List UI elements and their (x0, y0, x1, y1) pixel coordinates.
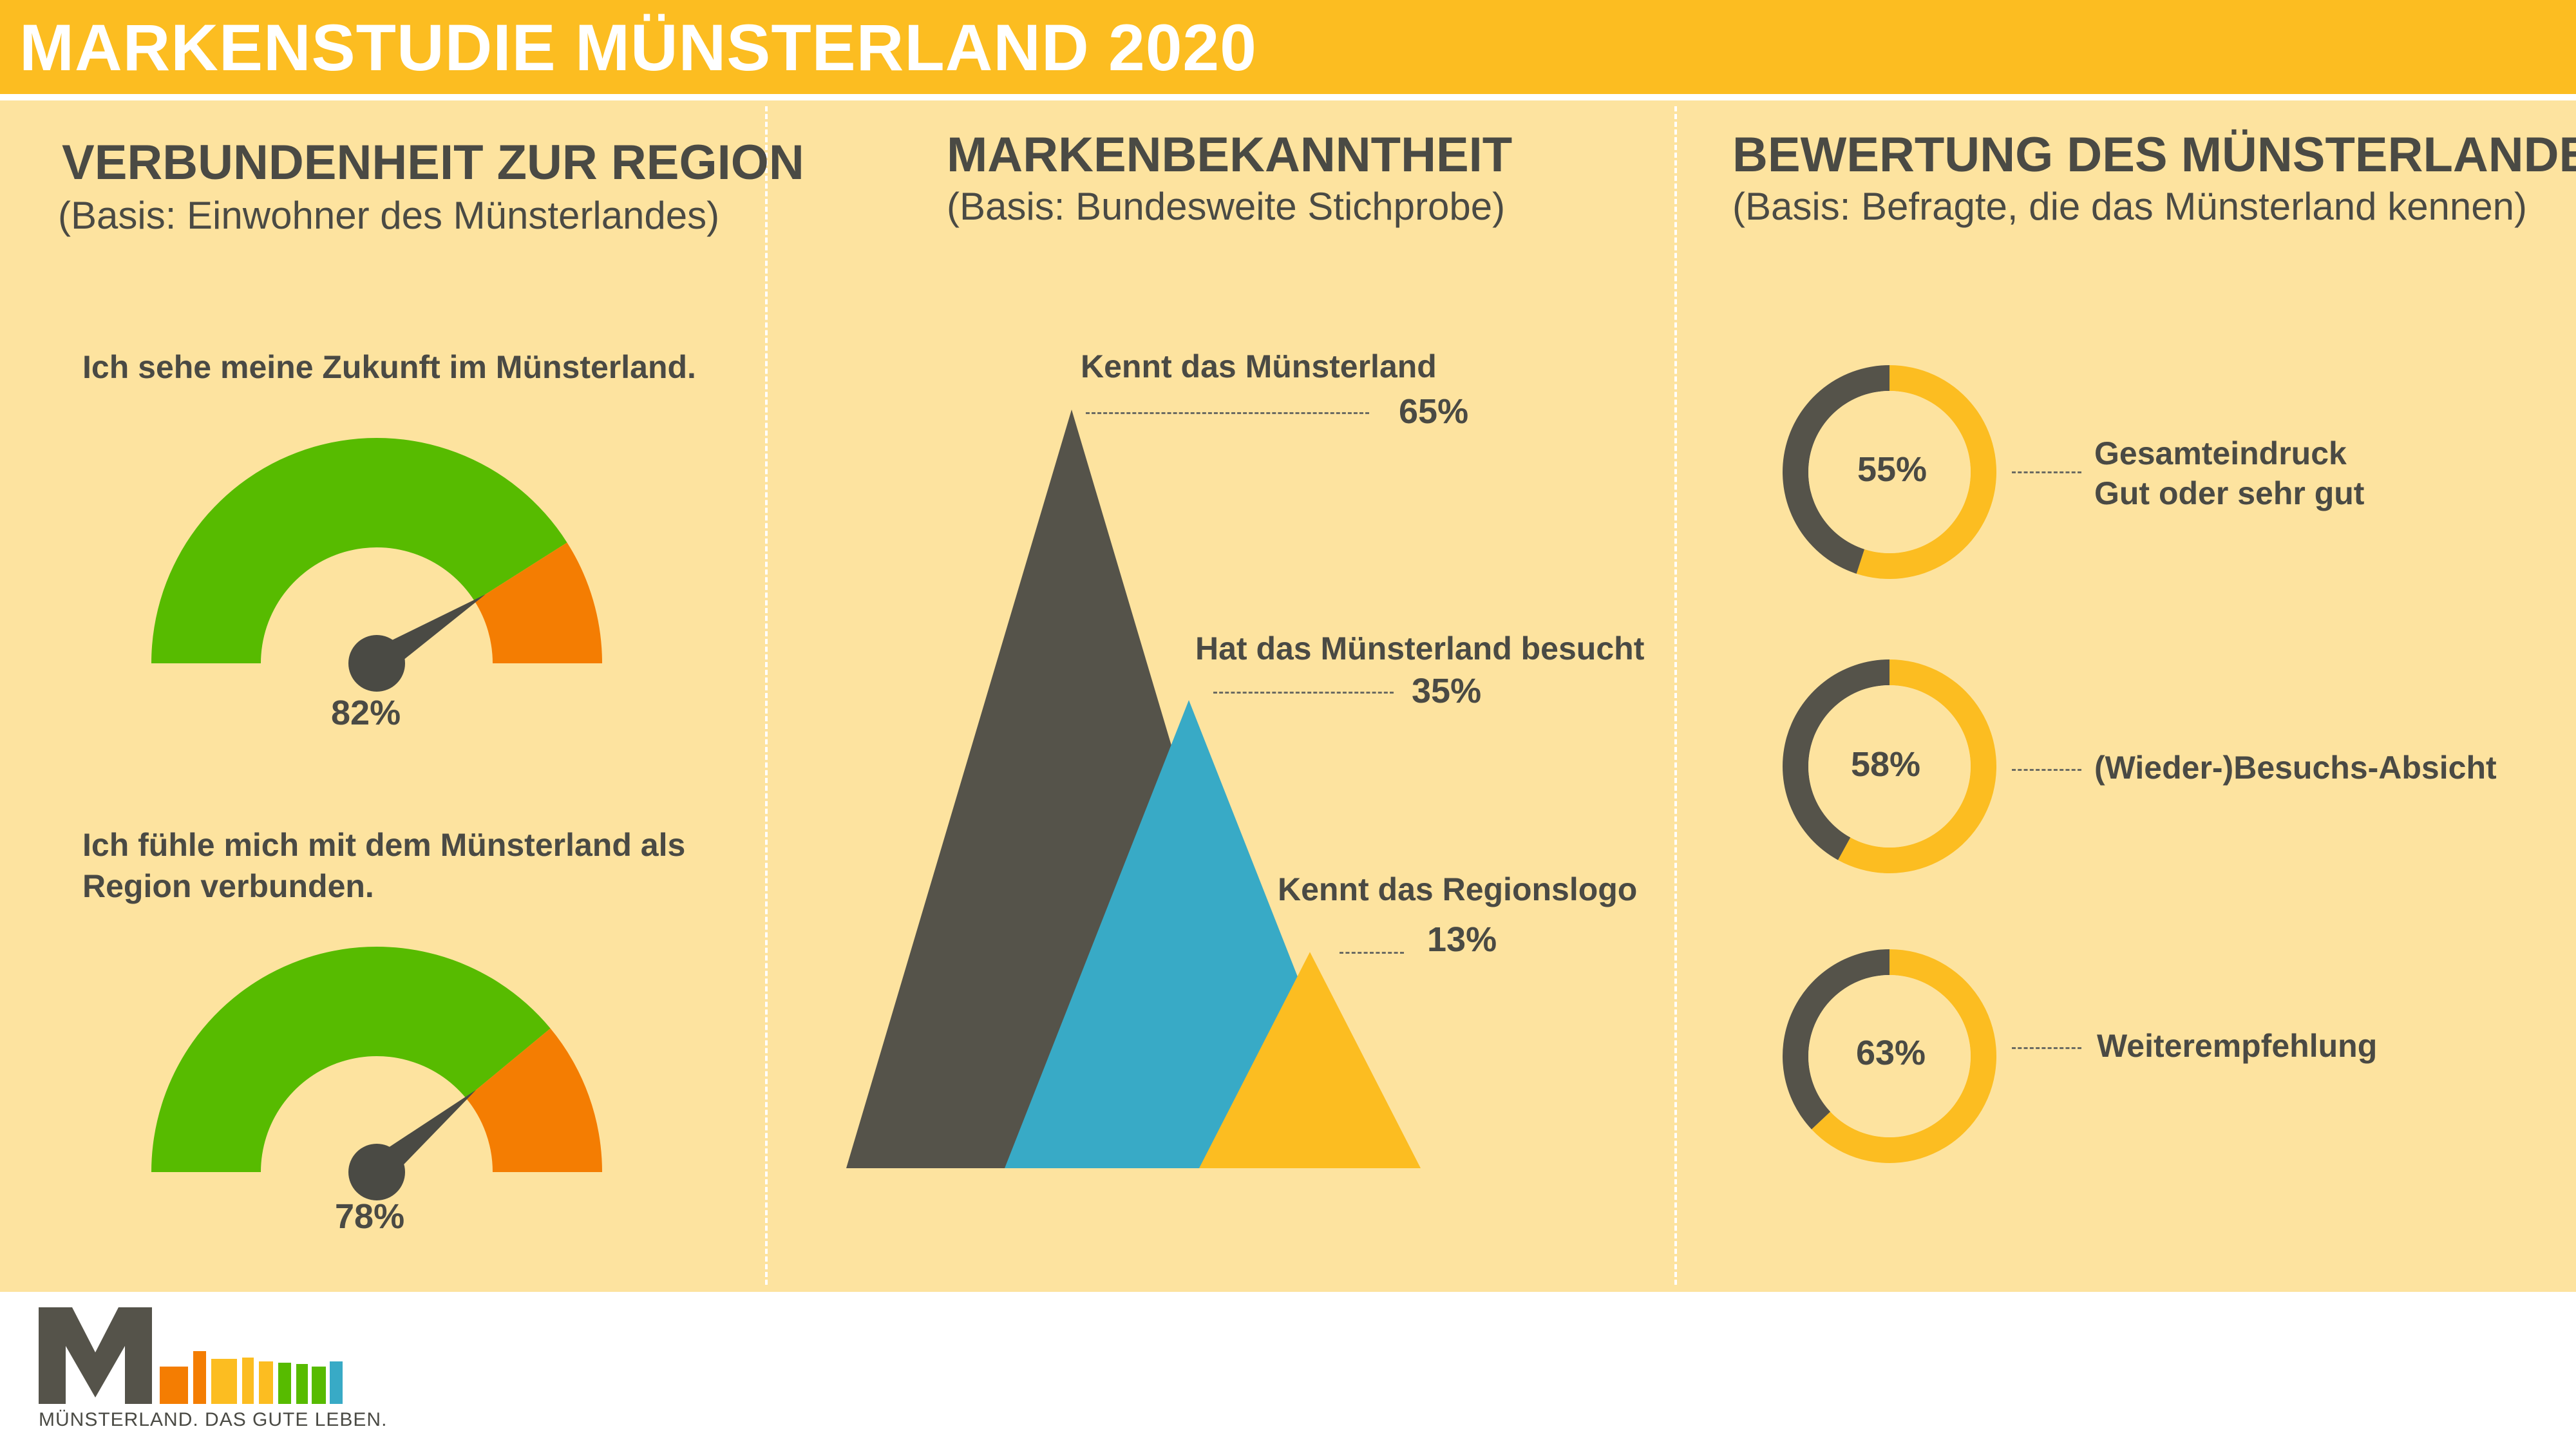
triangle-leader-besucht (1213, 692, 1394, 694)
donut-chart-weiterempfehlung (1783, 949, 1996, 1163)
title-bar: MARKENSTUDIE MÜNSTERLAND 2020 (0, 0, 2576, 94)
column-divider-left (765, 106, 768, 1285)
donut-rest (1783, 949, 1889, 1130)
triangle-label-logo: Kennt das Regionslogo (1278, 871, 1638, 907)
donut-share (1811, 949, 1996, 1163)
logo-bar-7 (296, 1364, 308, 1404)
logo-bar-2 (193, 1351, 206, 1404)
triangle-3 (1199, 952, 1421, 1168)
gauge-hub (348, 635, 405, 692)
triangle-leader-kennt (1086, 412, 1369, 414)
gauge-question-zukunft: Ich sehe meine Zukunft im Münsterland. (82, 349, 696, 385)
gauge-value-verbunden: 78% (335, 1197, 405, 1236)
donut-rest (1783, 365, 1889, 574)
donut-label-weiterempfehlung: Weiterempfehlung (2097, 1028, 2378, 1064)
page-title: MARKENSTUDIE MÜNSTERLAND 2020 (19, 11, 1257, 84)
gauge-hub (348, 1144, 405, 1200)
triangle-leader-logo (1340, 952, 1404, 954)
logo-m-shape (39, 1307, 152, 1404)
logo-bar-3 (211, 1359, 237, 1404)
logo-bar-8 (312, 1367, 326, 1404)
donut-chart-besuchsabsicht (1783, 659, 1996, 873)
donut-leader-gesamteindruck (2012, 471, 2081, 473)
triangle-label-besucht: Hat das Münsterland besucht (1195, 630, 1645, 667)
donut-share (1856, 365, 1996, 579)
donut-center (1808, 685, 1971, 848)
triangle-value-kennt: 65% (1399, 392, 1469, 431)
donut-leader-weiterempfehlung (2012, 1047, 2081, 1049)
gauge-segment-agree (151, 947, 551, 1172)
gauge-segment-agree (151, 438, 567, 663)
section-subtitle-bewertung: (Basis: Befragte, die das Münsterland ke… (1732, 185, 2528, 228)
section-title-markenbekanntheit: MARKENBEKANNTHEIT (947, 128, 1513, 182)
donut-label-besuchsabsicht: (Wieder-)Besuchs-Absicht (2094, 750, 2497, 786)
gauge-segment-disagree (474, 542, 602, 663)
muensterland-logo (39, 1307, 343, 1404)
gauge-question-verbunden: Ich fühle mich mit dem Münsterland als R… (82, 827, 686, 904)
section-subtitle-verbundenheit: (Basis: Einwohner des Münsterlandes) (58, 194, 720, 237)
gauge-value-zukunft: 82% (331, 694, 401, 732)
gauge-segment-disagree (466, 1028, 602, 1172)
logo-bar-6 (278, 1363, 291, 1404)
gauge-chart-verbunden (151, 947, 602, 1200)
column-divider-right (1674, 106, 1677, 1285)
section-subtitle-markenbekanntheit: (Basis: Bundesweite Stichprobe) (947, 185, 1506, 228)
logo-bar-4 (242, 1358, 254, 1404)
donut-value-gesamteindruck: 55% (1857, 450, 1927, 489)
donut-chart-gesamteindruck (1783, 365, 1996, 579)
logo-tagline: MÜNSTERLAND. DAS GUTE LEBEN. (39, 1409, 388, 1430)
triangle-value-besucht: 35% (1412, 672, 1482, 710)
donut-value-weiterempfehlung: 63% (1855, 1034, 1926, 1072)
triangle-value-logo: 13% (1427, 920, 1497, 959)
triangle-label-kennt: Kennt das Münsterland (1081, 348, 1437, 384)
donut-leader-besuchsabsicht (2012, 769, 2081, 771)
donut-label-gesamteindruck-line1: Gesamteindruck (2094, 435, 2347, 471)
logo-bar-1 (160, 1367, 188, 1404)
section-title-bewertung: BEWERTUNG DES MÜNSTERLANDES (1732, 128, 2576, 182)
section-title-verbundenheit: VERBUNDENHEIT ZUR REGION (62, 135, 804, 190)
donut-share (1838, 659, 1996, 873)
donut-center (1808, 975, 1971, 1137)
donut-value-besuchsabsicht: 58% (1850, 745, 1921, 784)
logo-bar-9 (330, 1361, 343, 1404)
gauge-chart-zukunft (151, 438, 602, 692)
donut-center (1808, 391, 1971, 553)
donut-label-gesamteindruck-line2: Gut oder sehr gut (2094, 475, 2365, 511)
logo-bar-5 (259, 1361, 273, 1404)
donut-rest (1783, 659, 1889, 860)
